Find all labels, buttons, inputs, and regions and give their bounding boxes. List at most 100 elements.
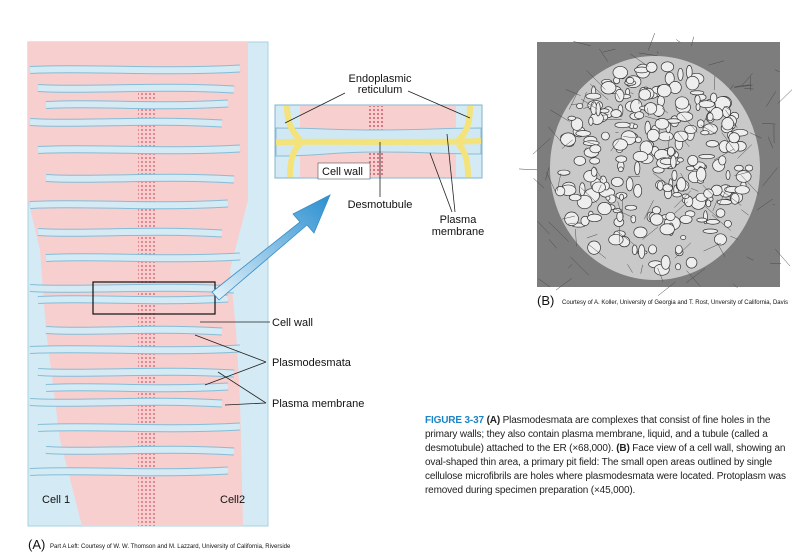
fibril: [705, 118, 714, 128]
fibril: [674, 242, 692, 259]
hole: [728, 132, 740, 144]
figure-number: FIGURE 3-37: [425, 415, 484, 426]
hole: [585, 92, 602, 100]
channel: [45, 383, 229, 392]
fibril: [674, 201, 689, 214]
plasmodesmata-label: Plasmodesmata: [272, 357, 352, 369]
fibril: [556, 173, 562, 192]
fibril: [546, 171, 556, 192]
fibril: [618, 225, 621, 243]
hole: [665, 211, 676, 221]
hole: [568, 193, 582, 202]
hole: [666, 146, 675, 157]
fibril: [630, 92, 634, 95]
fibril: [765, 91, 776, 107]
hole: [706, 112, 714, 122]
fibril: [532, 138, 551, 155]
hole: [674, 96, 690, 110]
hole: [685, 75, 700, 91]
leader: [194, 334, 267, 386]
hole: [715, 208, 726, 218]
hole: [705, 140, 719, 148]
fibril: [657, 281, 676, 296]
fibril: [644, 115, 660, 121]
zoom-box: [92, 281, 216, 315]
fibril: [548, 221, 569, 242]
er-label: reticulum: [358, 84, 403, 96]
fibril: [555, 277, 573, 291]
fibril: [661, 108, 669, 114]
label-box: [317, 162, 371, 180]
fibril: [762, 167, 778, 187]
hole: [675, 244, 683, 255]
fibril: [703, 242, 721, 252]
hole: [575, 130, 591, 137]
fibril: [746, 256, 754, 261]
hole: [634, 161, 641, 176]
fibril: [721, 132, 736, 152]
fibril: [518, 168, 538, 171]
hole: [576, 102, 584, 110]
hole: [610, 176, 624, 187]
middle-lamella: [138, 90, 156, 526]
channel: [37, 295, 229, 304]
hole: [590, 167, 598, 177]
hole: [671, 169, 678, 181]
caption-b: Face view of a cell wall, showing an ova…: [425, 443, 786, 496]
fibril: [548, 126, 566, 147]
fibril: [587, 243, 607, 259]
hole: [580, 215, 590, 226]
zoom-arrow: [211, 194, 331, 301]
hole: [633, 226, 648, 239]
hole: [651, 206, 662, 215]
micrograph-diagram: Cell 1 Cell2 Cell wall Plasmodesmata Pla…: [27, 41, 364, 527]
fibril: [623, 136, 636, 139]
fibril: [666, 135, 670, 156]
hole: [744, 164, 754, 172]
fibril: [573, 41, 591, 47]
fibril: [593, 165, 604, 181]
fibril: [716, 242, 726, 258]
fibril: [733, 283, 738, 289]
hole: [615, 155, 628, 163]
fibril: [708, 60, 725, 66]
fibril: [589, 102, 595, 110]
panel-a-label: (A): [28, 537, 45, 552]
caption-a-label: (A): [486, 415, 501, 426]
hole: [660, 61, 675, 73]
fibril: [616, 92, 621, 100]
fibril: [700, 124, 717, 135]
inset-cell-wall-label: Cell wall: [322, 166, 363, 178]
hole: [730, 192, 740, 205]
hole: [634, 136, 642, 144]
fibril: [762, 123, 776, 125]
hole: [702, 228, 719, 234]
inset: Cell wall Endoplasmic reticulum Desmotub…: [274, 73, 484, 238]
hole: [645, 61, 658, 73]
hole: [672, 192, 682, 198]
hole: [698, 154, 716, 160]
channel: [37, 145, 241, 154]
fibril: [642, 226, 659, 240]
fibril: [548, 239, 557, 249]
fibril: [599, 48, 608, 62]
fibril: [627, 264, 633, 273]
hole: [684, 124, 698, 134]
fibril: [681, 114, 698, 133]
hole: [591, 181, 606, 193]
hole: [587, 213, 602, 223]
fibril: [711, 214, 731, 231]
hole: [734, 164, 744, 172]
hole: [597, 202, 612, 215]
hole: [714, 233, 727, 246]
channel: [29, 345, 241, 354]
fibril: [775, 248, 791, 267]
channel: [29, 284, 235, 293]
hole: [698, 100, 715, 109]
hole: [625, 177, 634, 192]
hole: [676, 177, 687, 192]
fibril: [647, 33, 656, 51]
hole: [696, 119, 705, 129]
